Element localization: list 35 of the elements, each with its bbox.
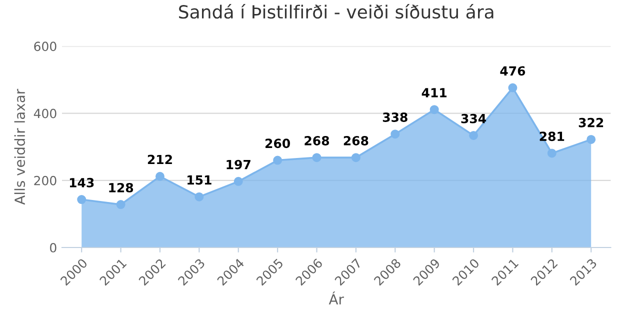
data-label: 322 <box>578 118 604 128</box>
data-label: 128 <box>109 182 134 192</box>
data-label: 334 <box>461 114 486 124</box>
chart-title: Sandá í Þistilfirði - veiði síðustu ára <box>179 4 494 19</box>
y-tick-label: 400 <box>34 108 56 118</box>
point <box>155 172 164 181</box>
data-label: 151 <box>188 175 212 185</box>
point <box>469 130 478 140</box>
y-tick-label: 600 <box>34 42 56 52</box>
data-label: 476 <box>500 66 526 76</box>
data-label: 197 <box>226 160 250 170</box>
point <box>547 148 556 158</box>
data-label: 411 <box>422 88 447 98</box>
point <box>116 200 126 210</box>
data-label: 212 <box>148 154 172 164</box>
point <box>194 192 204 202</box>
y-tick-label: 0 <box>50 242 56 252</box>
y-axis-title: Alls veiddir laxar <box>14 88 26 205</box>
y-tick-label: 200 <box>34 176 56 186</box>
point <box>77 195 86 204</box>
data-label: 260 <box>266 138 290 148</box>
point <box>390 130 400 139</box>
point <box>273 156 282 165</box>
data-label: 281 <box>540 132 564 142</box>
data-label: 268 <box>304 136 330 146</box>
data-label: 338 <box>382 112 408 122</box>
point <box>430 105 439 114</box>
point <box>312 153 322 162</box>
data-label: 143 <box>70 178 94 188</box>
data-label: 268 <box>344 136 368 146</box>
point <box>351 153 360 162</box>
point <box>234 176 243 186</box>
point <box>508 83 518 92</box>
point <box>586 134 596 144</box>
x-axis-title: Ár <box>328 292 344 304</box>
